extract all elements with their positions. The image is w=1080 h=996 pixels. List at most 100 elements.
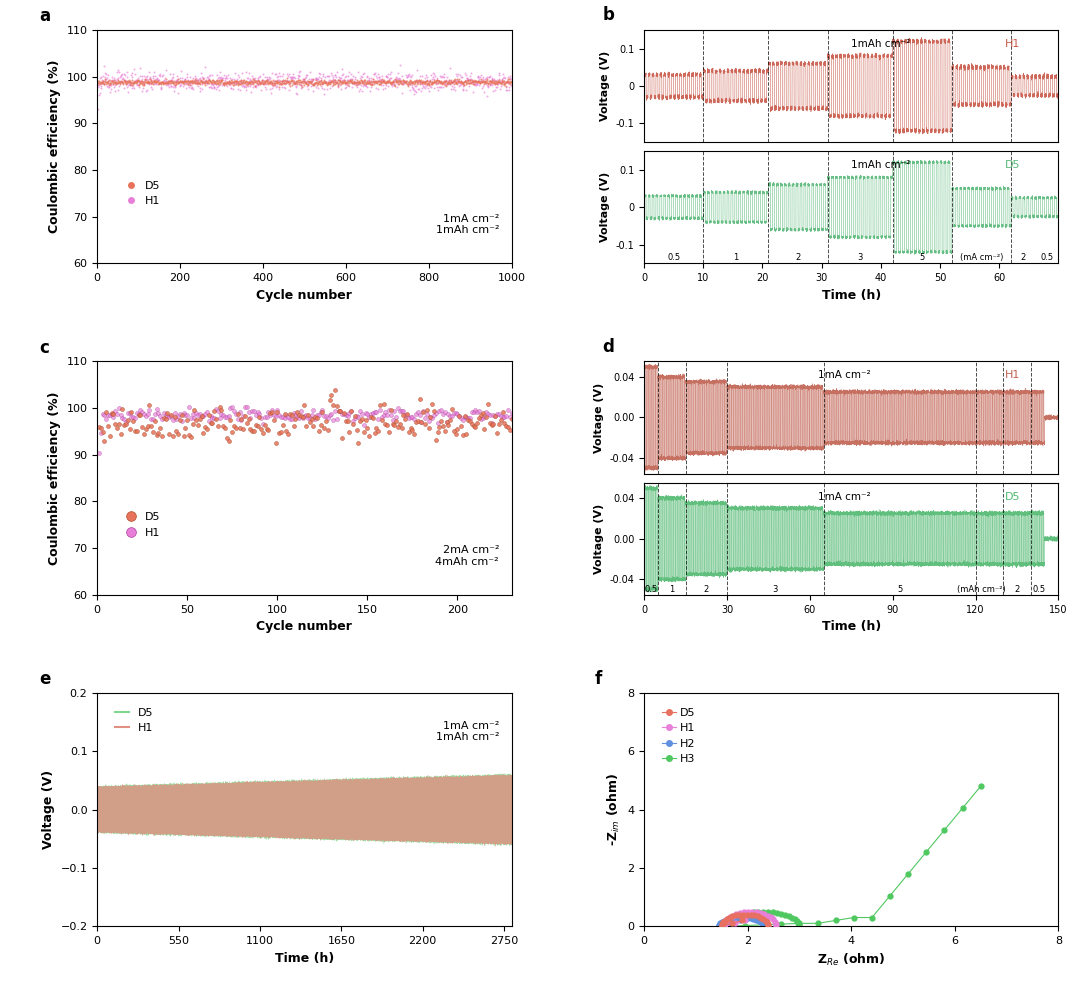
H1 xyxy=(407,79,424,95)
D5 xyxy=(248,417,266,433)
H1 xyxy=(130,75,147,91)
H1 xyxy=(416,80,433,96)
D5 xyxy=(254,73,271,89)
D5 xyxy=(143,418,160,434)
D5 xyxy=(436,423,454,439)
H1 xyxy=(429,76,446,92)
H1 xyxy=(297,75,314,91)
H1 xyxy=(280,67,297,83)
H1 xyxy=(368,403,386,419)
H1 xyxy=(230,76,247,92)
D5 xyxy=(342,73,360,89)
H1 xyxy=(481,69,498,85)
D5 xyxy=(405,73,422,89)
H1 xyxy=(143,76,160,92)
D5 xyxy=(339,74,356,90)
D5 xyxy=(332,74,349,90)
D5 xyxy=(302,75,320,91)
H1 xyxy=(422,80,440,96)
H1 xyxy=(198,74,215,90)
D5 xyxy=(382,75,400,91)
H1 xyxy=(171,77,188,93)
H1 xyxy=(450,79,468,95)
D5 xyxy=(431,419,448,435)
H1 xyxy=(484,71,501,87)
H1 xyxy=(286,70,303,86)
H1 xyxy=(492,72,510,88)
D5 xyxy=(110,415,127,431)
H1 xyxy=(281,82,298,98)
D5 xyxy=(457,74,474,90)
D5 xyxy=(124,75,141,91)
H1 xyxy=(414,77,431,93)
H1 xyxy=(221,70,239,86)
D5 xyxy=(200,406,217,422)
H1 xyxy=(494,409,511,425)
D5 xyxy=(278,422,295,438)
H1 xyxy=(283,72,300,88)
D5 xyxy=(298,73,315,89)
D5 xyxy=(363,73,380,89)
H1 xyxy=(105,74,122,90)
H1 xyxy=(284,69,301,85)
H1 xyxy=(210,79,227,95)
D5 xyxy=(445,75,462,91)
H1 xyxy=(98,79,116,95)
D5 xyxy=(486,75,503,91)
D5 xyxy=(252,76,269,92)
D5 xyxy=(446,74,463,90)
D5 xyxy=(391,73,408,89)
D5 xyxy=(97,403,114,419)
H1 xyxy=(321,406,338,422)
H1 xyxy=(369,81,387,97)
D5 xyxy=(438,414,456,430)
H1 xyxy=(468,77,485,93)
H1 xyxy=(297,406,314,422)
H1 xyxy=(127,73,145,89)
D5 xyxy=(244,77,261,93)
D5 xyxy=(388,74,405,90)
D5 xyxy=(476,73,494,89)
D5 xyxy=(185,76,202,92)
H1 xyxy=(275,73,293,89)
H1 xyxy=(423,71,441,87)
H1 xyxy=(113,409,131,425)
D5 xyxy=(202,74,219,90)
D5 xyxy=(224,73,241,89)
H1 xyxy=(329,77,347,93)
H1 xyxy=(203,68,220,84)
D5 xyxy=(298,75,315,91)
D5 xyxy=(462,75,480,91)
H1 xyxy=(502,71,519,87)
D5 xyxy=(318,75,335,91)
H1 xyxy=(224,76,241,92)
H1 xyxy=(415,402,432,418)
X-axis label: Z$_{Re}$ (ohm): Z$_{Re}$ (ohm) xyxy=(818,951,886,968)
D5 xyxy=(332,75,349,91)
D5 xyxy=(440,417,457,433)
H1 xyxy=(365,66,382,82)
H3 xyxy=(793,918,806,930)
H1 xyxy=(402,68,419,84)
D5 xyxy=(336,75,353,91)
H1 xyxy=(91,758,104,770)
D5 xyxy=(167,76,185,92)
H1 xyxy=(375,407,392,423)
H1 xyxy=(761,909,774,921)
H1 xyxy=(438,414,456,430)
H1 xyxy=(211,78,228,94)
D5 xyxy=(192,73,210,89)
D5 xyxy=(109,75,126,91)
H1 xyxy=(352,78,369,94)
D5 xyxy=(488,74,505,90)
D5 xyxy=(122,75,139,91)
D5 xyxy=(474,405,491,421)
D5 xyxy=(91,757,104,769)
D5 xyxy=(127,74,145,90)
H1 xyxy=(388,72,405,88)
H1 xyxy=(206,81,224,97)
D5 xyxy=(103,74,120,90)
H1 xyxy=(172,78,189,94)
D5 xyxy=(94,74,111,90)
H1 xyxy=(249,70,267,86)
